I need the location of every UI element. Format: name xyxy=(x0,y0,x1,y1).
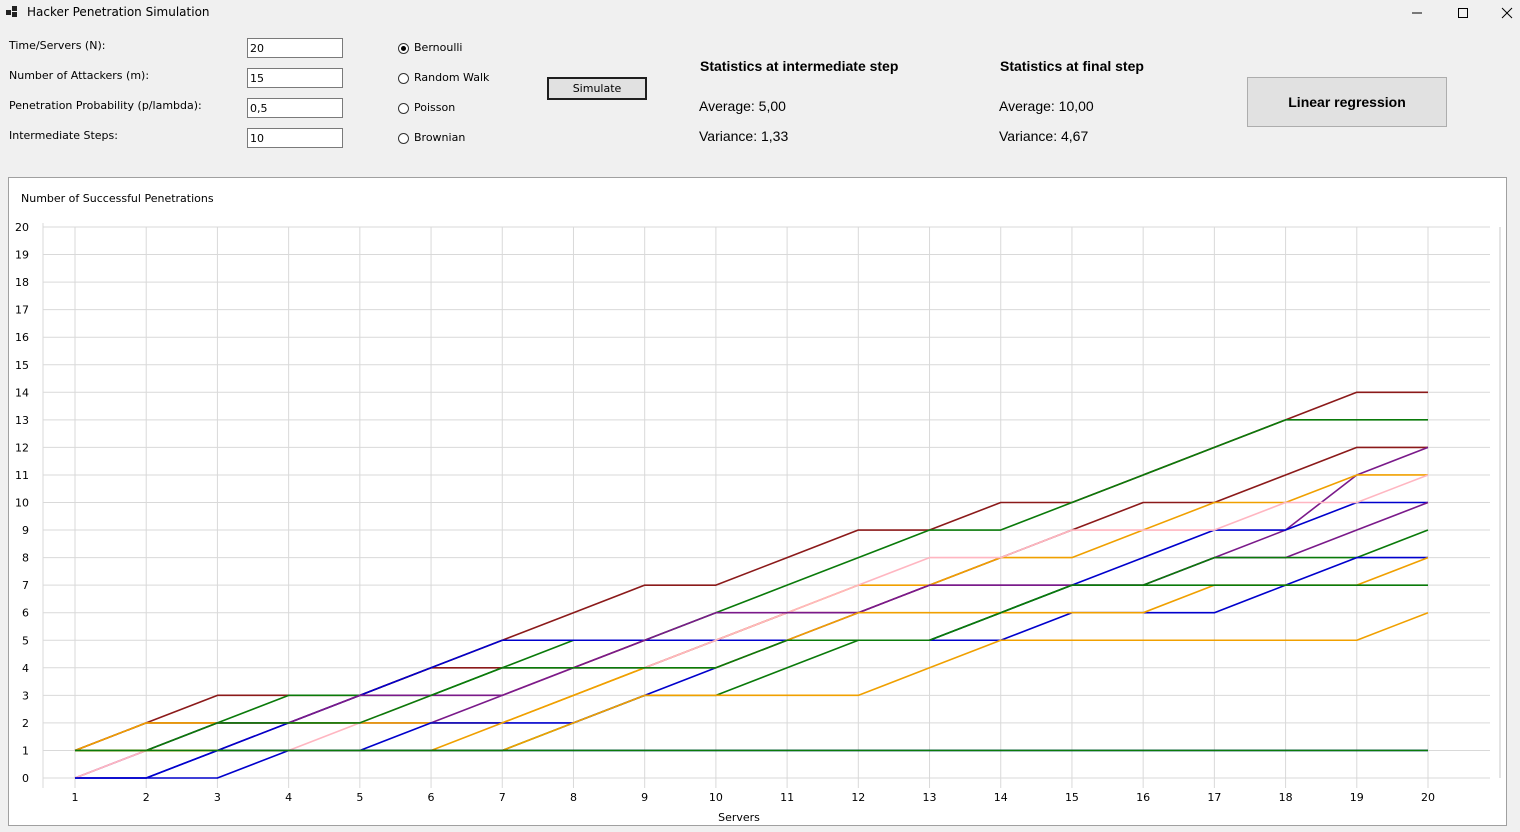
x-axis-label: Servers xyxy=(718,811,760,824)
y-tick-label: 0 xyxy=(22,772,29,785)
y-tick-label: 1 xyxy=(22,744,29,757)
y-tick-label: 14 xyxy=(15,386,29,399)
y-tick-label: 7 xyxy=(22,579,29,592)
x-tick-label: 6 xyxy=(428,791,435,804)
radio-bernoulli-label: Bernoulli xyxy=(414,41,463,54)
intermediate-variance: Variance: 1,33 xyxy=(699,128,789,144)
y-tick-label: 3 xyxy=(22,689,29,702)
attackers-label: Number of Attackers (m): xyxy=(9,69,150,82)
y-tick-label: 2 xyxy=(22,717,29,730)
x-tick-label: 15 xyxy=(1065,791,1079,804)
x-tick-label: 13 xyxy=(923,791,937,804)
series-line-2 xyxy=(75,419,1428,752)
chart-grid xyxy=(42,223,1501,788)
x-tick-label: 11 xyxy=(780,791,794,804)
x-tick-label: 12 xyxy=(851,791,865,804)
x-tick-label: 1 xyxy=(72,791,79,804)
maximize-button[interactable] xyxy=(1440,0,1486,26)
y-tick-label: 10 xyxy=(15,497,29,510)
radio-bernoulli-indicator[interactable] xyxy=(398,43,409,54)
radio-poisson-label: Poisson xyxy=(414,101,456,114)
y-tick-label: 4 xyxy=(22,662,29,675)
title-bar: Hacker Penetration Simulation xyxy=(0,0,1520,26)
x-tick-label: 16 xyxy=(1136,791,1150,804)
simulate-button[interactable]: Simulate xyxy=(547,77,647,100)
y-tick-label: 16 xyxy=(15,331,29,344)
x-tick-label: 4 xyxy=(285,791,292,804)
penetration-chart: Number of Successful Penetrations 012345… xyxy=(15,192,1501,824)
x-tick-label: 18 xyxy=(1279,791,1293,804)
time-servers-label: Time/Servers (N): xyxy=(9,39,106,52)
radio-random-walk-indicator[interactable] xyxy=(398,73,409,84)
attackers-input[interactable] xyxy=(247,68,343,88)
x-tick-label: 14 xyxy=(994,791,1008,804)
x-tick-label: 3 xyxy=(214,791,221,804)
y-tick-label: 9 xyxy=(22,524,29,537)
intermediate-average: Average: 5,00 xyxy=(699,98,786,114)
x-tick-label: 20 xyxy=(1421,791,1435,804)
x-tick-label: 8 xyxy=(570,791,577,804)
close-icon xyxy=(1501,7,1513,19)
y-tick-label: 11 xyxy=(15,469,29,482)
app-icon xyxy=(6,6,17,17)
series-line-1 xyxy=(74,391,1428,752)
x-tick-label: 10 xyxy=(709,791,723,804)
intermediate-stats-heading: Statistics at intermediate step xyxy=(700,58,899,74)
radio-random-walk-label: Random Walk xyxy=(414,71,490,84)
close-button[interactable] xyxy=(1484,0,1520,26)
x-tick-label: 17 xyxy=(1207,791,1221,804)
final-variance: Variance: 4,67 xyxy=(999,128,1089,144)
probability-label: Penetration Probability (p/lambda): xyxy=(9,99,202,112)
y-tick-label: 18 xyxy=(15,276,29,289)
series-line-12 xyxy=(75,584,1428,752)
final-average: Average: 10,00 xyxy=(999,98,1094,114)
y-tick-label: 20 xyxy=(15,221,29,234)
y-tick-label: 6 xyxy=(22,607,29,620)
x-tick-label: 9 xyxy=(641,791,648,804)
linear-regression-button[interactable]: Linear regression xyxy=(1247,77,1447,127)
y-tick-label: 13 xyxy=(15,414,29,427)
x-axis-ticks: 1 2 3 4 5 6 7 8 9 10 11 12 13 14 15 16 17 18 19 20 xyxy=(72,791,1436,804)
chart-series xyxy=(74,391,1429,779)
y-tick-label: 12 xyxy=(15,441,29,454)
y-tick-label: 19 xyxy=(15,249,29,262)
x-tick-label: 2 xyxy=(143,791,150,804)
chart-title: Number of Successful Penetrations xyxy=(21,192,214,205)
radio-brownian-label: Brownian xyxy=(414,131,466,144)
time-servers-input[interactable] xyxy=(247,38,343,58)
y-tick-label: 15 xyxy=(15,359,29,372)
y-tick-label: 17 xyxy=(15,304,29,317)
x-tick-label: 5 xyxy=(356,791,363,804)
final-stats-heading: Statistics at final step xyxy=(1000,58,1144,74)
x-tick-label: 7 xyxy=(499,791,506,804)
x-tick-label: 19 xyxy=(1350,791,1364,804)
probability-input[interactable] xyxy=(247,98,343,118)
y-tick-label: 5 xyxy=(22,634,29,647)
maximize-icon xyxy=(1458,8,1468,18)
intermediate-steps-input[interactable] xyxy=(247,128,343,148)
window-title: Hacker Penetration Simulation xyxy=(27,5,210,19)
y-tick-label: 8 xyxy=(22,552,29,565)
intermediate-steps-label: Intermediate Steps: xyxy=(9,129,118,142)
minimize-icon xyxy=(1412,12,1422,14)
series-line-7 xyxy=(74,474,1429,779)
radio-brownian-indicator[interactable] xyxy=(398,133,409,144)
radio-poisson-indicator[interactable] xyxy=(398,103,409,114)
minimize-button[interactable] xyxy=(1394,0,1440,26)
